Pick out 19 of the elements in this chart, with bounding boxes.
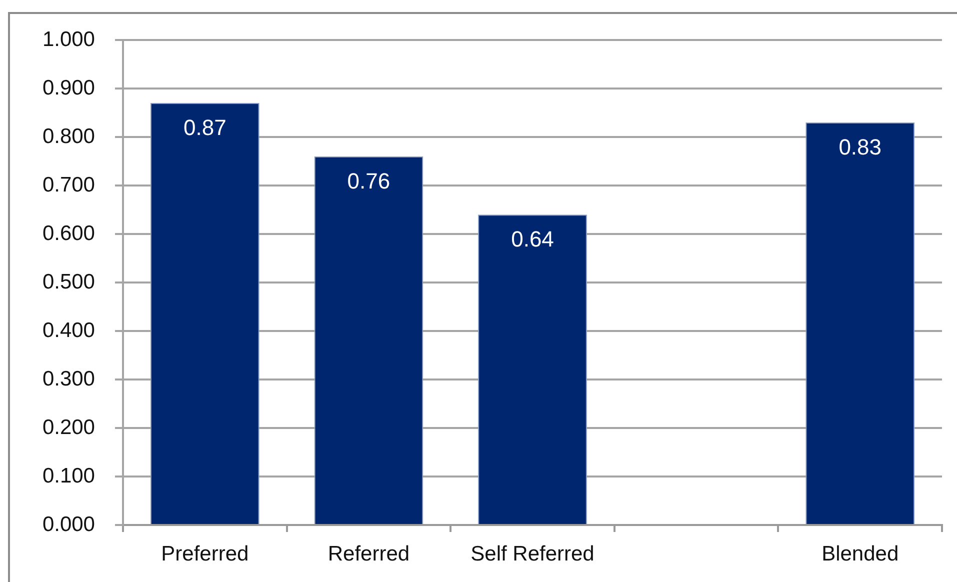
y-tick-label: 0.900 (42, 76, 95, 100)
data-label: 0.64 (511, 226, 554, 252)
y-tick-label: 1.000 (42, 28, 95, 51)
data-label: 0.87 (183, 115, 226, 140)
y-tick-label: 0.500 (42, 270, 95, 294)
x-tick-label: Blended (822, 542, 899, 566)
y-tick-label: 0.300 (42, 367, 95, 390)
data-label: 0.76 (347, 168, 390, 194)
y-tick-label: 0.700 (42, 173, 95, 196)
y-tick-label: 0.800 (42, 124, 95, 148)
y-tick-label: 0.200 (42, 416, 95, 439)
x-tick-label: Referred (328, 542, 410, 566)
y-tick-label: 0.400 (42, 318, 95, 342)
data-label: 0.83 (838, 134, 882, 160)
y-tick-label: 0.100 (42, 464, 95, 488)
y-tick-label: 0.000 (42, 512, 95, 536)
y-tick-label: 0.600 (42, 222, 95, 245)
x-tick-label: Self Referred (470, 542, 594, 566)
x-tick-label: Preferred (161, 542, 249, 566)
